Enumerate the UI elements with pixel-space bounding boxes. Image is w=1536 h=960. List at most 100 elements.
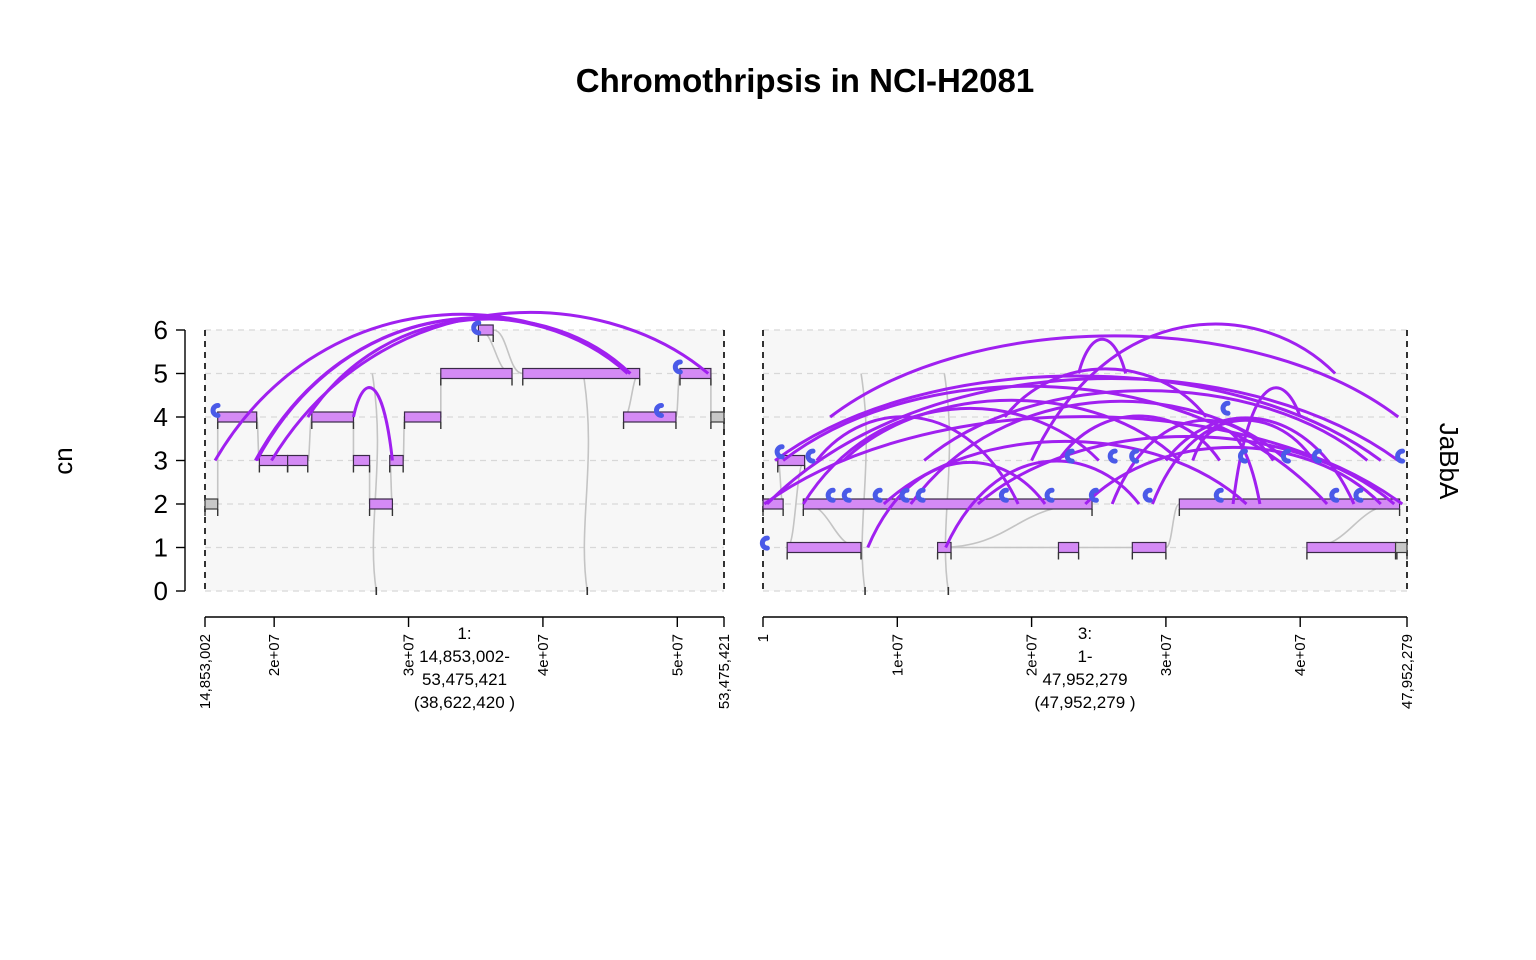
y-tick-label: 1: [154, 533, 168, 563]
y-tick-label: 5: [154, 359, 168, 389]
alt-junction-edge: [306, 317, 632, 418]
copy-number-segment: [217, 411, 258, 423]
genome-window-1: [204, 310, 725, 627]
window-range-label: 1-: [1077, 647, 1092, 666]
copy-number-segment: [710, 411, 725, 423]
window-range-label: 53,475,421: [422, 670, 507, 689]
x-tick-label: 3e+07: [401, 634, 418, 676]
loose-end-marker: [1238, 448, 1248, 464]
loose-end-marker: [825, 487, 836, 503]
alt-junction-edge: [1151, 418, 1315, 505]
chart-title: Chromothripsis in NCI-H2081: [576, 62, 1034, 99]
alt-junction-edge: [923, 389, 1369, 462]
reference-edge: [860, 373, 868, 592]
window-range-label: 47,952,279: [1042, 670, 1127, 689]
loose-end-marker: [1129, 448, 1140, 464]
loose-end-marker: [759, 535, 770, 551]
x-tick-label: 2e+07: [266, 634, 283, 676]
loose-end-marker: [654, 402, 664, 418]
alt-junction-edge: [765, 376, 1400, 506]
alt-junction-edge: [1084, 446, 1382, 506]
loose-end-marker: [805, 448, 816, 464]
loose-end-marker: [1142, 487, 1153, 503]
copy-number-segment: [287, 454, 309, 467]
copy-number-segment: [622, 411, 677, 423]
copy-number-segment: [440, 367, 513, 380]
reference-edge: [1165, 503, 1181, 549]
copy-number-segment: [389, 454, 404, 467]
loose-end-marker: [1107, 448, 1118, 464]
copy-number-segment: [786, 541, 862, 554]
copy-number-segment: [352, 454, 371, 467]
loose-end-marker: [841, 487, 852, 503]
track-label: JaBbA: [1434, 423, 1464, 500]
x-tick-label: 1e+07: [889, 634, 906, 676]
window-range-label: (47,952,279 ): [1034, 693, 1135, 712]
window-range-label: (38,622,420 ): [414, 693, 515, 712]
genome-window-3: [759, 322, 1408, 627]
loose-end-marker: [1329, 487, 1340, 503]
loose-end-marker: [1213, 487, 1224, 503]
alt-junction-edge: [351, 386, 394, 461]
x-tick-label: 1: [755, 634, 772, 642]
copy-number-segment: [522, 367, 641, 380]
alt-junction-edge: [882, 440, 1248, 506]
x-tick-label: 5e+07: [669, 634, 686, 676]
alt-junction-edge: [1003, 367, 1208, 418]
loose-end-marker: [210, 402, 221, 418]
alt-junction-edge: [1077, 338, 1128, 374]
loose-end-marker: [1353, 487, 1364, 503]
copy-number-segment: [1394, 541, 1408, 554]
x-tick-label: 3e+07: [1158, 634, 1175, 676]
copy-number-segment: [1178, 498, 1401, 510]
alt-junction-edge: [815, 415, 1020, 505]
window-range-label: 1:: [457, 624, 471, 643]
loose-end-marker: [1281, 448, 1291, 464]
alt-junction-edge: [909, 399, 1288, 505]
alt-junction-edge: [1030, 322, 1337, 462]
alt-junction-edge: [1110, 418, 1275, 505]
loose-end-marker: [672, 359, 683, 375]
reference-edge: [492, 329, 523, 375]
alt-junction-edge: [802, 406, 1100, 505]
window-range-label: 14,853,002-: [419, 647, 510, 666]
loose-end-marker: [872, 487, 883, 503]
x-tick-label: 2e+07: [1024, 634, 1041, 676]
copy-number-segment: [1057, 541, 1080, 554]
copy-number-segment: [936, 541, 952, 554]
loose-end-marker: [998, 487, 1009, 503]
copy-number-segment: [204, 498, 219, 510]
alt-junction-edge: [1191, 427, 1262, 505]
loose-end-marker: [471, 320, 482, 336]
copy-number-segment: [1306, 541, 1398, 554]
y-tick-label: 6: [154, 315, 168, 345]
x-tick-label: 47,952,279: [1399, 634, 1416, 709]
x-tick-label: 53,475,421: [716, 634, 733, 709]
copy-number-segment: [477, 324, 494, 336]
loose-end-marker: [1064, 448, 1075, 464]
y-tick-label: 4: [154, 402, 168, 432]
copy-number-segment: [311, 411, 355, 423]
y-tick-label: 0: [154, 576, 168, 606]
alt-junction-edge: [842, 398, 1181, 462]
alt-junction-edge: [944, 459, 1141, 549]
loose-end-marker: [774, 444, 785, 460]
loose-end-marker: [1395, 448, 1406, 464]
plot-area: 0 1 2 3 4 5 6 14,853,002 2e+07 3e+07 4e+07 5e+07 53,…: [154, 310, 1416, 712]
loose-end-marker: [1220, 400, 1231, 416]
alt-junction-edge: [829, 334, 1400, 419]
reference-edge: [371, 373, 379, 592]
alt-junction-edge: [774, 374, 1382, 462]
x-tick-label: 14,853,002: [197, 634, 214, 709]
y-tick-label: 3: [154, 446, 168, 476]
loose-end-marker: [1088, 487, 1099, 503]
copy-number-segment: [368, 498, 394, 510]
copy-number-segment: [403, 411, 442, 423]
alt-junction-edge: [866, 461, 1047, 549]
copy-number-segment: [1131, 541, 1167, 554]
x-tick-label: 4e+07: [535, 634, 552, 676]
x-tick-label: 4e+07: [1292, 634, 1309, 676]
loose-end-marker: [915, 487, 926, 503]
reference-edge: [582, 373, 590, 592]
